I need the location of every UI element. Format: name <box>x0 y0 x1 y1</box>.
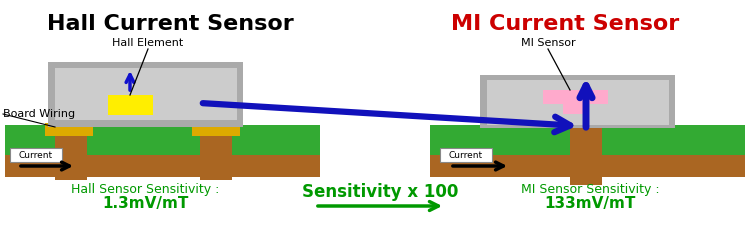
Bar <box>570 125 602 185</box>
Bar <box>45 123 93 136</box>
Bar <box>10 148 62 162</box>
Bar <box>5 125 320 177</box>
Text: Hall Current Sensor: Hall Current Sensor <box>46 14 293 34</box>
Bar <box>55 68 237 120</box>
Bar <box>563 104 589 114</box>
Text: Sensitivity x 100: Sensitivity x 100 <box>302 183 458 201</box>
Bar <box>192 123 240 136</box>
Text: 1.3mV/mT: 1.3mV/mT <box>102 196 188 211</box>
Text: MI Sensor Sensitivity :: MI Sensor Sensitivity : <box>520 183 659 196</box>
Bar <box>487 80 669 125</box>
Text: MI Current Sensor: MI Current Sensor <box>451 14 680 34</box>
Text: Hall Element: Hall Element <box>112 38 184 48</box>
Bar <box>200 125 232 180</box>
Bar <box>543 90 608 104</box>
Bar <box>5 155 320 177</box>
Text: 133mV/mT: 133mV/mT <box>544 196 636 211</box>
Text: MI Sensor: MI Sensor <box>520 38 575 48</box>
Bar <box>430 125 745 177</box>
Bar <box>440 148 492 162</box>
Text: Board Wiring: Board Wiring <box>3 109 75 119</box>
Text: Current: Current <box>19 150 53 160</box>
Bar <box>48 62 243 127</box>
Bar <box>108 95 153 115</box>
Text: Current: Current <box>449 150 483 160</box>
Bar <box>480 75 675 128</box>
Bar <box>430 155 745 177</box>
Bar <box>55 125 87 180</box>
Text: Hall Sensor Sensitivity :: Hall Sensor Sensitivity : <box>70 183 219 196</box>
